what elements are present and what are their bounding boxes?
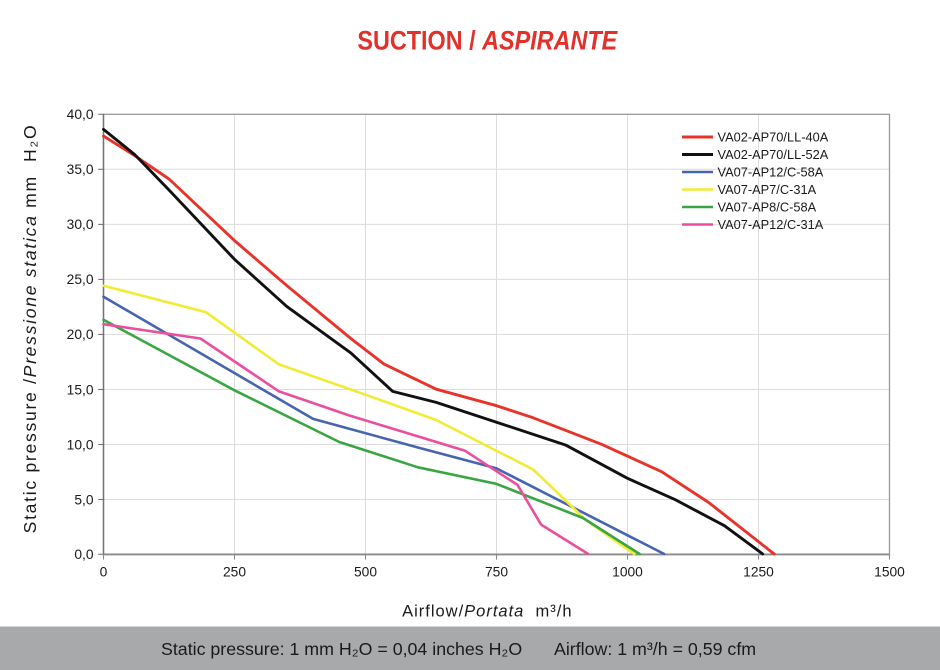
svg-text:VA07-AP12/C-31A: VA07-AP12/C-31A — [718, 217, 824, 232]
svg-text:VA07-AP8/C-58A: VA07-AP8/C-58A — [718, 200, 817, 215]
svg-text:Airflow/Portata m³/h: Airflow/Portata m³/h — [402, 603, 572, 621]
svg-text:1250: 1250 — [743, 565, 774, 580]
svg-text:500: 500 — [354, 565, 377, 580]
svg-text:25,0: 25,0 — [67, 272, 94, 287]
svg-text:Static pressure /Pressione sta: Static pressure /Pressione statica mm H₂… — [20, 124, 40, 534]
svg-text:Static pressure: 1 mm H₂O = 0,: Static pressure: 1 mm H₂O = 0,04 inches … — [161, 639, 522, 659]
svg-text:750: 750 — [485, 565, 508, 580]
svg-text:15,0: 15,0 — [67, 382, 94, 397]
svg-text:Airflow: 1 m³/h = 0,59 cfm: Airflow: 1 m³/h = 0,59 cfm — [554, 639, 756, 659]
svg-text:0: 0 — [100, 565, 108, 580]
svg-text:1000: 1000 — [612, 565, 643, 580]
svg-text:35,0: 35,0 — [67, 162, 94, 177]
svg-text:40,0: 40,0 — [67, 107, 94, 122]
svg-text:VA07-AP7/C-31A: VA07-AP7/C-31A — [718, 182, 817, 197]
svg-text:SUCTION / ASPIRANTE: SUCTION / ASPIRANTE — [357, 26, 618, 56]
svg-text:VA07-AP12/C-58A: VA07-AP12/C-58A — [718, 165, 824, 180]
svg-text:250: 250 — [223, 565, 246, 580]
svg-text:30,0: 30,0 — [67, 217, 94, 232]
svg-text:10,0: 10,0 — [67, 437, 94, 452]
svg-text:5,0: 5,0 — [74, 492, 94, 507]
svg-text:VA02-AP70/LL-40A: VA02-AP70/LL-40A — [718, 130, 829, 145]
svg-text:20,0: 20,0 — [67, 327, 94, 342]
svg-text:1500: 1500 — [874, 565, 905, 580]
svg-text:0,0: 0,0 — [74, 547, 94, 562]
svg-text:VA02-AP70/LL-52A: VA02-AP70/LL-52A — [718, 147, 829, 162]
